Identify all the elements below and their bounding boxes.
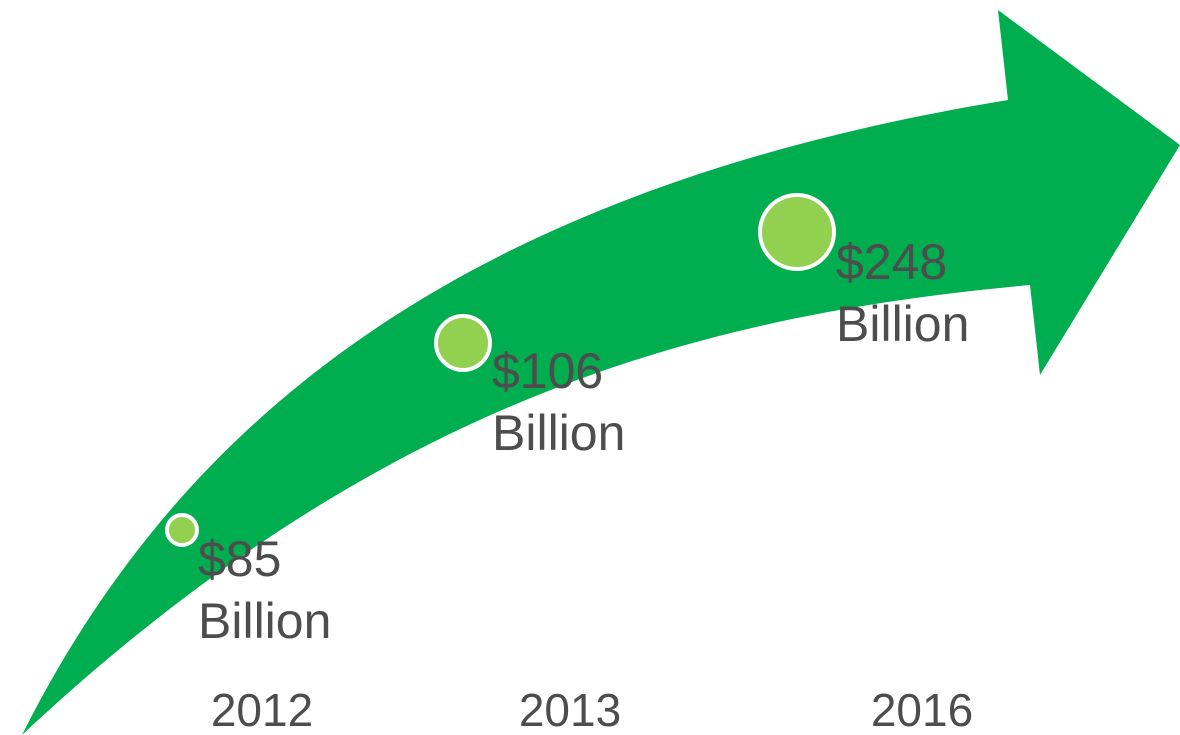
value-marker	[165, 513, 199, 547]
value-unit: Billion	[836, 296, 969, 352]
milestone-2012: $85 Billion 2012	[165, 513, 331, 735]
milestone-2013: $106 Billion 2013	[434, 314, 625, 735]
year-label: 2013	[519, 684, 621, 735]
value-unit: Billion	[198, 593, 331, 649]
year-label: 2016	[871, 684, 973, 735]
value-unit: Billion	[492, 405, 625, 461]
milestone-2016: $248 Billion 2016	[758, 193, 973, 735]
year-label: 2012	[211, 684, 313, 735]
value-amount: $85	[198, 531, 281, 587]
value-amount: $248	[836, 234, 947, 290]
value-marker	[434, 314, 492, 372]
value-marker	[758, 193, 836, 271]
value-amount: $106	[492, 343, 603, 399]
growth-arrow	[22, 10, 1180, 735]
